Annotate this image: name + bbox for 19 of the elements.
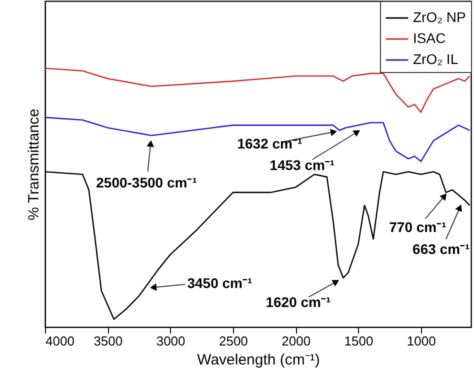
annotation: 2500-3500 cm⁻¹ (96, 174, 198, 191)
x-axis-title: Wavelength (cm⁻¹) (197, 352, 320, 368)
annotation: 663 cm⁻¹ (412, 241, 470, 258)
annotation: 1632 cm⁻¹ (237, 135, 302, 152)
legend-label: ZrO₂ NP (413, 9, 466, 25)
x-tick-label: 1000 (406, 334, 436, 348)
x-tick-label: 2500 (218, 334, 248, 348)
annotation: 770 cm⁻¹ (389, 218, 447, 235)
x-tick-label: 4000 (46, 334, 74, 348)
annotation: 3450 cm⁻¹ (187, 275, 253, 292)
x-tick-label: 3500 (94, 334, 123, 348)
annotation: 1453 cm⁻¹ (270, 156, 335, 173)
y-axis-title: % Transmittance (26, 108, 42, 220)
x-tick-label: 2000 (282, 334, 311, 348)
x-tick-label: 3000 (156, 334, 186, 348)
x-tick-label: 1500 (344, 334, 374, 348)
legend-label: ISAC (413, 30, 446, 46)
annotation: 1620 cm⁻¹ (266, 294, 331, 310)
legend-label: ZrO₂ IL (413, 51, 458, 67)
